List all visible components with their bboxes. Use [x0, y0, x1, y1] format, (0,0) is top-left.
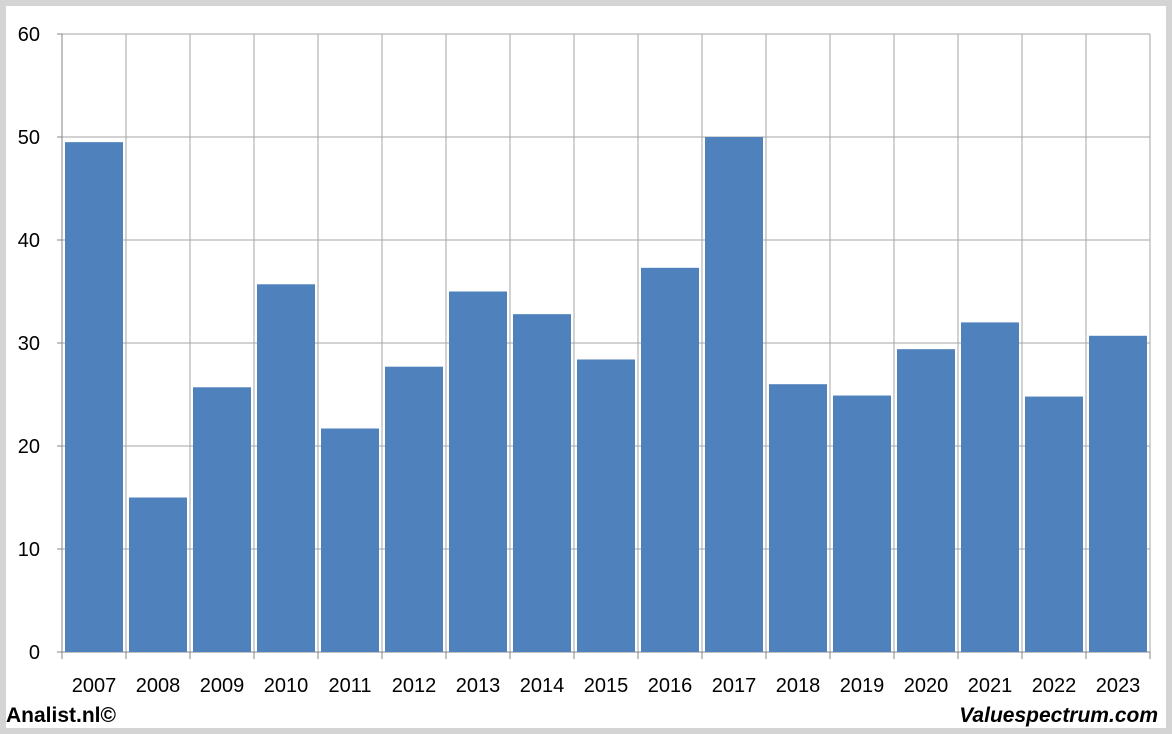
x-tick-label: 2013: [456, 675, 501, 697]
bar: [769, 384, 827, 652]
y-tick-label: 40: [18, 230, 40, 252]
x-axis-ticks: 2007 2008 2009 2010 2011 2012 2013 2014 2015 2016…: [61, 652, 1151, 697]
bar: [577, 359, 635, 652]
bar: [449, 291, 507, 652]
x-tick-label: 2009: [200, 675, 245, 697]
x-tick-label: 2020: [904, 675, 949, 697]
bar: [257, 284, 315, 652]
x-tick-label: 2012: [392, 675, 437, 697]
y-tick-label: 30: [18, 333, 40, 355]
bar: [385, 366, 443, 652]
x-tick-label: 2015: [584, 675, 629, 697]
x-tick-label: 2011: [328, 675, 371, 697]
x-tick-label: 2022: [1032, 675, 1077, 697]
y-tick-label: 0: [29, 642, 40, 664]
x-tick-label: 2008: [136, 675, 181, 697]
x-tick-label: 2014: [520, 675, 565, 697]
y-tick-label: 10: [18, 539, 40, 561]
bar: [321, 428, 379, 652]
footer: Analist.nl© Valuespectrum.com: [0, 700, 1172, 734]
bar: [513, 314, 571, 652]
bar: [1025, 396, 1083, 652]
source-credit-right[interactable]: Valuespectrum.com: [959, 704, 1158, 727]
bar: [129, 497, 187, 652]
y-axis-ticks: 0 10 20 30 40 50 60: [18, 24, 62, 664]
bar: [705, 137, 763, 652]
bar: [65, 142, 123, 652]
bar: [897, 349, 955, 652]
bar: [961, 322, 1019, 652]
y-tick-label: 50: [18, 127, 40, 149]
bar: [833, 395, 891, 652]
y-tick-label: 60: [18, 24, 40, 46]
x-tick-label: 2017: [712, 675, 757, 697]
bar: [1089, 335, 1147, 652]
x-tick-label: 2018: [776, 675, 821, 697]
x-tick-label: 2007: [72, 675, 117, 697]
x-tick-label: 2010: [264, 675, 309, 697]
bar: [641, 267, 699, 652]
y-tick-label: 20: [18, 436, 40, 458]
bars: [65, 137, 1147, 652]
x-tick-label: 2019: [840, 675, 885, 697]
x-tick-label: 2021: [968, 675, 1013, 697]
bar: [193, 387, 251, 652]
x-tick-label: 2016: [648, 675, 693, 697]
x-tick-label: 2023: [1096, 675, 1141, 697]
source-credit-left[interactable]: Analist.nl©: [6, 704, 116, 727]
